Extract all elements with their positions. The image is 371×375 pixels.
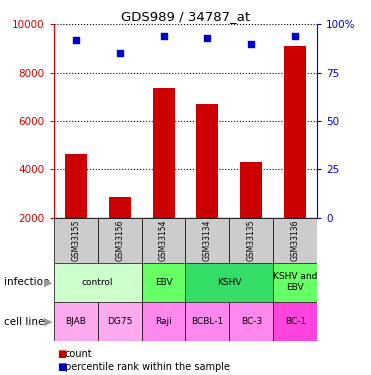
Text: percentile rank within the sample: percentile rank within the sample: [65, 362, 230, 372]
Bar: [142, 262, 186, 302]
Bar: [229, 302, 273, 341]
Title: GDS989 / 34787_at: GDS989 / 34787_at: [121, 10, 250, 23]
Point: [249, 41, 255, 47]
Bar: [240, 162, 262, 218]
Text: BC-3: BC-3: [241, 317, 262, 326]
Text: EBV: EBV: [155, 278, 173, 286]
Bar: [98, 302, 142, 341]
Bar: [54, 262, 142, 302]
Text: DG75: DG75: [107, 317, 132, 326]
Point: [292, 33, 298, 39]
Bar: [186, 262, 273, 302]
Text: KSHV: KSHV: [217, 278, 242, 286]
Bar: [229, 217, 273, 262]
Text: ▶: ▶: [44, 316, 52, 327]
Text: GSM33134: GSM33134: [203, 219, 212, 261]
Point: [73, 37, 79, 43]
Bar: [152, 88, 174, 218]
Bar: [186, 217, 229, 262]
Text: control: control: [82, 278, 114, 286]
Text: BCBL-1: BCBL-1: [191, 317, 224, 326]
Text: BJAB: BJAB: [65, 317, 86, 326]
Text: count: count: [65, 350, 92, 359]
Bar: [186, 302, 229, 341]
Bar: [273, 302, 317, 341]
Bar: [142, 217, 186, 262]
Bar: [284, 46, 306, 217]
Text: GSM33135: GSM33135: [247, 219, 256, 261]
Point: [204, 35, 210, 41]
Text: ■: ■: [58, 350, 67, 359]
Text: ▶: ▶: [44, 277, 52, 287]
Point: [161, 33, 167, 39]
Bar: [273, 262, 317, 302]
Text: GSM33156: GSM33156: [115, 219, 124, 261]
Bar: [65, 153, 87, 218]
Bar: [142, 302, 186, 341]
Text: KSHV and
EBV: KSHV and EBV: [273, 273, 318, 292]
Text: infection: infection: [4, 277, 49, 287]
Text: GSM33136: GSM33136: [291, 219, 300, 261]
Bar: [273, 217, 317, 262]
Text: BC-1: BC-1: [285, 317, 306, 326]
Text: GSM33155: GSM33155: [71, 219, 80, 261]
Text: cell line: cell line: [4, 316, 44, 327]
Bar: [98, 217, 142, 262]
Bar: [54, 302, 98, 341]
Text: Raji: Raji: [155, 317, 172, 326]
Bar: [197, 104, 219, 218]
Text: ■: ■: [58, 362, 67, 372]
Bar: [54, 217, 98, 262]
Point: [116, 50, 122, 56]
Text: GSM33154: GSM33154: [159, 219, 168, 261]
Bar: [109, 197, 131, 217]
